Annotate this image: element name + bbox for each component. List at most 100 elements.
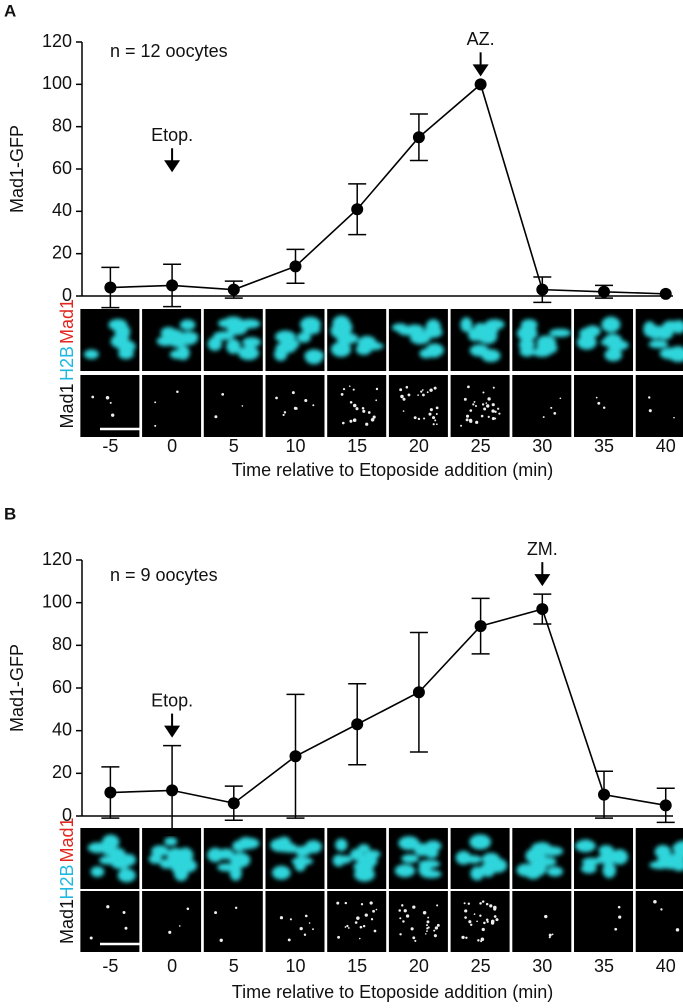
chromosome [598,845,614,857]
arrow-head [534,574,551,587]
chromosome [405,324,424,335]
mad1-spot [429,408,433,412]
mad1-spot [402,397,406,401]
marker [536,603,549,616]
mad1-spot [482,391,485,394]
chromosomes [455,834,508,881]
mad1-spot [287,938,291,942]
panel-label: B [4,504,16,523]
chromosome [602,862,617,879]
chromosomes [207,316,262,361]
chromosome [304,349,324,365]
chromosome [484,319,505,330]
mad1-spot [304,398,308,403]
mad1-image [450,891,510,952]
mad1-spot [399,917,402,920]
mad1-spot [402,920,405,923]
mad1-spot [464,909,468,913]
mad1-spot [105,396,110,400]
mad1-spot [349,419,353,423]
chromosomes [207,836,260,881]
mad1-spot [486,404,490,408]
mad1-spot [422,910,427,915]
chromosome [271,865,291,880]
image-label: Mad1 [57,383,77,428]
mad1-image [574,891,634,952]
mad1-spot [550,406,553,409]
chromosome [536,341,558,355]
chromosomes [575,839,629,879]
mad1-spot [375,387,379,391]
mad1-spot [405,385,409,389]
mad1-image [142,375,202,437]
mad1-spot [544,914,548,919]
x-tick-label: 10 [285,956,305,976]
mad1-spot [494,410,497,413]
mad1-spot [474,404,478,408]
mad1-spot [154,401,157,404]
mad1-image [388,375,448,437]
mad1-spot [479,914,482,917]
marker [104,281,117,294]
x-tick-label: 15 [347,436,367,456]
mad1-image [512,891,572,952]
mad1-spot [497,407,500,410]
mad1-spot [370,918,374,921]
mad1-spot [364,913,368,917]
mad1-spot [653,899,657,904]
mad1-spot [553,411,557,415]
mad1-spot [340,393,344,396]
mad1-spot [352,418,357,422]
mad1-image [450,375,510,437]
mad1-spot [399,388,403,392]
mad1-spot [472,403,475,406]
chromosome [297,332,312,343]
mad1-spot [424,933,427,935]
marker [536,283,549,296]
y-tick-label: 100 [42,591,72,611]
chromosome [668,346,683,362]
mad1-spot [485,902,489,906]
mad1-spot [473,913,476,915]
image-label: H2BMad1 [57,299,77,381]
x-tick-label: 35 [594,436,614,456]
mad1-spot [436,904,439,907]
mad1-spot [421,389,424,391]
chromosome [546,866,564,877]
chromosome [597,855,617,865]
mad1-spot [542,416,545,419]
mad1-spot [214,415,218,419]
mad1-spot [346,924,349,928]
mad1-spot [352,388,355,391]
mad1-spot [551,933,554,936]
mad1-spot [336,901,340,905]
mad1-spot [410,927,414,931]
mad1-spot [399,933,402,936]
x-tick-label: 30 [532,956,552,976]
mad1-spot [480,937,485,942]
chromosome [304,840,322,854]
mad1-spot [433,934,437,938]
mad1-spot [91,395,95,399]
mad1-spot [473,401,476,403]
chromosome [364,850,381,859]
chromosome [516,325,538,342]
mad1-spot [467,902,471,905]
mad1-spot [106,905,110,909]
mad1-spot [111,413,115,417]
x-axis-title: Time relative to Etoposide addition (min… [232,982,553,1002]
x-tick-label: 30 [532,436,552,456]
mad1-spot [479,902,482,905]
mad1-spot [402,410,405,412]
mad1-spot [426,920,430,924]
marker [227,283,240,296]
marker [104,786,117,799]
chromosome [330,322,351,339]
mad1-spot [491,403,495,407]
chromosome [391,323,408,332]
mad1-image [512,375,572,437]
chromosome [604,348,623,362]
chromosome [302,325,321,335]
mad1-spot [417,394,419,396]
y-tick-label: 40 [52,719,72,739]
